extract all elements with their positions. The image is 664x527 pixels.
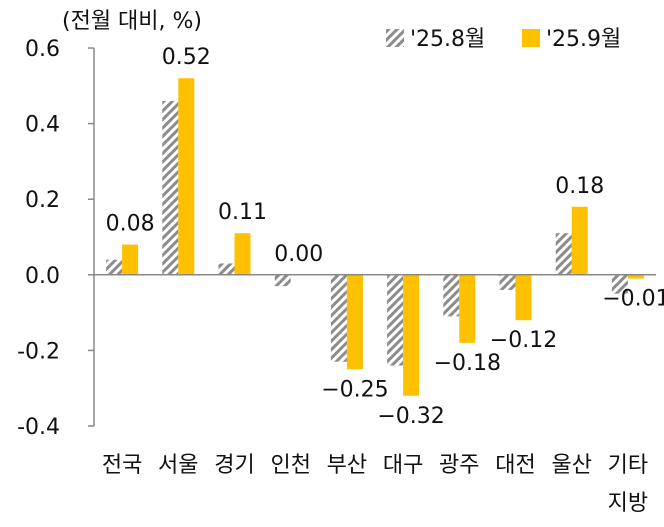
- y-tick-label: 0.6: [25, 37, 60, 62]
- category-label: 대구: [383, 453, 423, 478]
- y-tick-label: 0.2: [25, 188, 60, 213]
- bar-sep: [627, 274, 644, 279]
- y-tick-label: -0.4: [17, 415, 60, 440]
- y-tick-label: 0.0: [25, 264, 60, 289]
- unit-label: (전월 대비, %): [62, 9, 202, 34]
- data-label-sep: −0.25: [321, 377, 388, 402]
- legend: '25.8월 '25.9월: [386, 27, 621, 52]
- category-label: 광주: [439, 453, 479, 478]
- y-tick-label: 0.4: [25, 113, 60, 138]
- bar-aug: [162, 100, 179, 275]
- bar-aug: [443, 274, 460, 317]
- data-label-sep: −0.32: [377, 404, 444, 429]
- category-label: 대전: [495, 453, 535, 478]
- data-label-sep: −0.18: [434, 351, 501, 376]
- bar-aug: [106, 259, 123, 275]
- legend-label-sep: '25.9월: [546, 27, 621, 52]
- data-label-sep: −0.12: [490, 328, 557, 353]
- bar-sep: [459, 274, 476, 343]
- category-sublabel: 지방: [608, 491, 648, 516]
- y-tick-label: -0.2: [17, 339, 60, 364]
- category-label: 경기: [214, 453, 254, 478]
- bar-aug: [274, 274, 291, 287]
- bar-aug: [555, 233, 572, 275]
- bar-aug: [499, 274, 516, 290]
- category-label: 서울: [158, 453, 198, 478]
- category-label: 전국: [102, 453, 142, 478]
- bar-sep: [571, 206, 588, 275]
- bar-aug: [330, 274, 347, 362]
- data-label-sep: 0.00: [274, 242, 323, 267]
- category-label: 울산: [551, 453, 591, 478]
- legend-swatch-sep: [522, 29, 540, 47]
- bar-sep: [403, 274, 420, 396]
- legend-swatch-aug: [386, 29, 404, 47]
- legend-label-aug: '25.8월: [410, 27, 485, 52]
- data-label-sep: 0.08: [106, 212, 155, 237]
- category-label: 부산: [327, 453, 367, 478]
- category-label: 기타: [608, 453, 648, 478]
- bar-aug: [218, 263, 235, 275]
- data-label-sep: 0.11: [218, 200, 267, 225]
- bar-sep: [515, 274, 532, 321]
- data-label-sep: 0.52: [162, 45, 211, 70]
- bar-aug: [387, 274, 404, 366]
- bar-aug: [611, 274, 628, 294]
- bar-sep: [346, 274, 363, 370]
- bar-sep: [122, 244, 139, 275]
- bar-sep: [234, 233, 251, 275]
- data-label-sep: −0.01: [602, 287, 664, 312]
- bar-sep: [178, 78, 195, 275]
- category-label: 인천: [270, 453, 310, 478]
- data-label-sep: 0.18: [555, 174, 604, 199]
